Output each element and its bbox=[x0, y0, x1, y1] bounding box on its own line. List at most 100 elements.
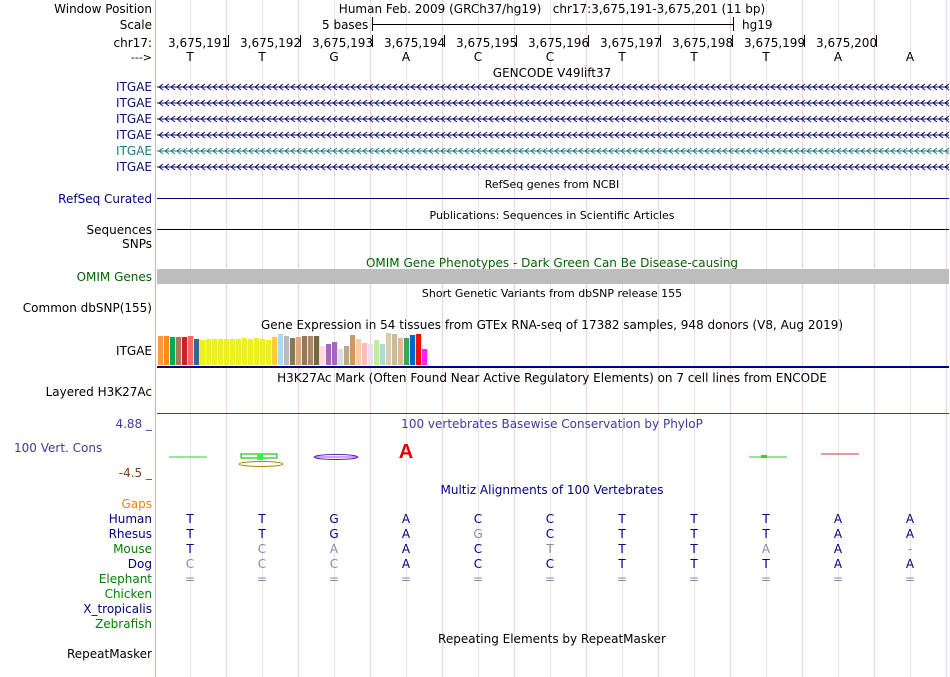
layered-h3k27ac-label[interactable]: Layered H3K27Ac bbox=[45, 385, 152, 399]
gtex-tissue-bar[interactable] bbox=[248, 339, 254, 365]
gtex-tissue-bar[interactable] bbox=[236, 339, 242, 365]
alignment-base: T bbox=[258, 527, 266, 541]
gtex-expression-chart[interactable] bbox=[157, 330, 949, 367]
gtex-tissue-bar[interactable] bbox=[356, 339, 362, 365]
gtex-tissue-bar[interactable] bbox=[290, 338, 296, 365]
gtex-tissue-bar[interactable] bbox=[326, 344, 332, 365]
gtex-tissue-bar[interactable] bbox=[242, 338, 248, 365]
gtex-tissue-bar[interactable] bbox=[410, 335, 416, 365]
publications-line[interactable] bbox=[157, 229, 949, 230]
gtex-tissue-bar[interactable] bbox=[296, 337, 302, 365]
gtex-tissue-bar[interactable] bbox=[188, 336, 194, 365]
sequences-label[interactable]: Sequences bbox=[86, 223, 152, 237]
gtex-tissue-bar[interactable] bbox=[380, 344, 386, 365]
species-label-rhesus[interactable]: Rhesus bbox=[108, 527, 152, 541]
refseq-gene-line[interactable] bbox=[157, 198, 949, 199]
gencode-gene-chevrons[interactable] bbox=[157, 160, 949, 174]
gtex-tissue-bar[interactable] bbox=[332, 342, 338, 365]
gtex-tissue-bar[interactable] bbox=[302, 336, 308, 365]
ruler-tick bbox=[804, 35, 805, 47]
snps-label[interactable]: SNPs bbox=[122, 237, 152, 251]
gtex-tissue-bar[interactable] bbox=[368, 344, 374, 365]
gtex-tissue-bar[interactable] bbox=[218, 339, 224, 365]
gtex-tissue-bar[interactable] bbox=[206, 339, 212, 365]
gtex-tissue-bar[interactable] bbox=[158, 336, 164, 365]
base-center-line bbox=[766, 0, 767, 677]
vert-cons-label[interactable]: 100 Vert. Cons bbox=[14, 441, 103, 455]
position-range: chr17:3,675,191-3,675,201 (11 bp) bbox=[552, 2, 766, 16]
gtex-tissue-bar[interactable] bbox=[254, 338, 260, 365]
species-label-chicken[interactable]: Chicken bbox=[104, 587, 152, 601]
gtex-gene-label[interactable]: ITGAE bbox=[116, 344, 152, 358]
gencode-gene-chevrons[interactable] bbox=[157, 128, 949, 142]
strand-arrow-label[interactable]: ---> bbox=[130, 51, 152, 64]
ruler-position-label: 3,675,196 bbox=[528, 36, 590, 50]
gtex-tissue-bar[interactable] bbox=[182, 337, 188, 365]
alignment-base: T bbox=[690, 542, 698, 556]
gtex-tissue-bar[interactable] bbox=[230, 339, 236, 365]
gencode-gene-chevrons[interactable] bbox=[157, 112, 949, 126]
gencode-gene-chevrons[interactable] bbox=[157, 80, 949, 94]
gtex-tissue-bar[interactable] bbox=[176, 337, 182, 365]
repeatmasker-label[interactable]: RepeatMasker bbox=[66, 647, 152, 661]
species-label-dog[interactable]: Dog bbox=[127, 557, 152, 571]
refseq-curated-label[interactable]: RefSeq Curated bbox=[58, 192, 152, 206]
gencode-gene-label[interactable]: ITGAE bbox=[116, 144, 152, 158]
h3k27ac-baseline bbox=[157, 413, 949, 414]
gtex-tissue-bar[interactable] bbox=[194, 339, 200, 365]
gencode-gene-chevrons[interactable] bbox=[157, 144, 949, 158]
ruler-position-label: 3,675,198 bbox=[672, 36, 734, 50]
assembly-name: Human Feb. 2009 (GRCh37/hg19) bbox=[338, 2, 542, 16]
gtex-tissue-bar[interactable] bbox=[200, 340, 206, 365]
scale-label[interactable]: Scale bbox=[119, 18, 152, 32]
alignment-base: C bbox=[257, 542, 267, 556]
gtex-tissue-bar[interactable] bbox=[314, 336, 320, 365]
gencode-gene-label[interactable]: ITGAE bbox=[116, 160, 152, 174]
gencode-gene-label[interactable]: ITGAE bbox=[116, 80, 152, 94]
scale-text: 5 bases bbox=[322, 18, 369, 32]
alignment-base: T bbox=[546, 542, 554, 556]
gtex-tissue-bar[interactable] bbox=[362, 343, 368, 365]
phylop-conservation-plot[interactable]: A bbox=[157, 440, 949, 472]
gtex-tissue-bar[interactable] bbox=[224, 339, 230, 365]
gencode-gene-label[interactable]: ITGAE bbox=[116, 96, 152, 110]
gencode-gene-label[interactable]: ITGAE bbox=[116, 128, 152, 142]
gtex-tissue-bar[interactable] bbox=[344, 346, 350, 365]
species-label-x_tropicalis[interactable]: X_tropicalis bbox=[83, 602, 152, 616]
gtex-tissue-bar[interactable] bbox=[398, 338, 404, 365]
omim-genes-label[interactable]: OMIM Genes bbox=[76, 270, 152, 284]
omim-gene-bar[interactable] bbox=[157, 269, 949, 284]
gtex-tissue-bar[interactable] bbox=[266, 340, 272, 365]
gtex-tissue-bar[interactable] bbox=[374, 340, 380, 365]
gtex-tissue-bar[interactable] bbox=[278, 334, 284, 365]
gaps-label[interactable]: Gaps bbox=[121, 497, 152, 511]
gtex-tissue-bar[interactable] bbox=[404, 338, 410, 365]
gtex-tissue-bar[interactable] bbox=[212, 339, 218, 365]
species-label-human[interactable]: Human bbox=[108, 512, 152, 526]
gencode-gene-chevrons[interactable] bbox=[157, 96, 949, 110]
alignment-base: A bbox=[833, 527, 843, 541]
alignment-base: = bbox=[616, 572, 628, 586]
gtex-tissue-bar[interactable] bbox=[386, 333, 392, 365]
alignment-base: T bbox=[762, 512, 770, 526]
gtex-tissue-bar[interactable] bbox=[260, 339, 266, 365]
species-label-elephant[interactable]: Elephant bbox=[98, 572, 152, 586]
window-position-label[interactable]: Window Position bbox=[54, 2, 152, 16]
gtex-tissue-bar[interactable] bbox=[164, 336, 170, 365]
chrom-label[interactable]: chr17: bbox=[113, 36, 152, 50]
gtex-tissue-bar[interactable] bbox=[284, 336, 290, 365]
gtex-tissue-bar[interactable] bbox=[320, 346, 326, 365]
gencode-gene-label[interactable]: ITGAE bbox=[116, 112, 152, 126]
common-dbsnp-label[interactable]: Common dbSNP(155) bbox=[22, 301, 152, 315]
gtex-tissue-bar[interactable] bbox=[392, 334, 398, 365]
species-label-zebrafish[interactable]: Zebrafish bbox=[95, 617, 152, 631]
species-label-mouse[interactable]: Mouse bbox=[113, 542, 152, 556]
gtex-tissue-bar[interactable] bbox=[350, 335, 356, 365]
gtex-tissue-bar[interactable] bbox=[308, 336, 314, 365]
gtex-tissue-bar[interactable] bbox=[416, 334, 422, 365]
alignment-base: T bbox=[762, 527, 770, 541]
gtex-tissue-bar[interactable] bbox=[338, 349, 344, 365]
gtex-tissue-bar[interactable] bbox=[170, 337, 176, 365]
gtex-tissue-bar[interactable] bbox=[422, 349, 428, 365]
gtex-tissue-bar[interactable] bbox=[272, 337, 278, 365]
